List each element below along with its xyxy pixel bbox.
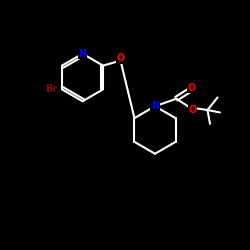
Text: Br: Br <box>45 84 57 94</box>
Text: O: O <box>116 53 125 63</box>
Text: O: O <box>188 105 196 115</box>
Text: O: O <box>188 83 196 93</box>
Text: N: N <box>151 101 159 111</box>
Text: N: N <box>78 49 86 59</box>
